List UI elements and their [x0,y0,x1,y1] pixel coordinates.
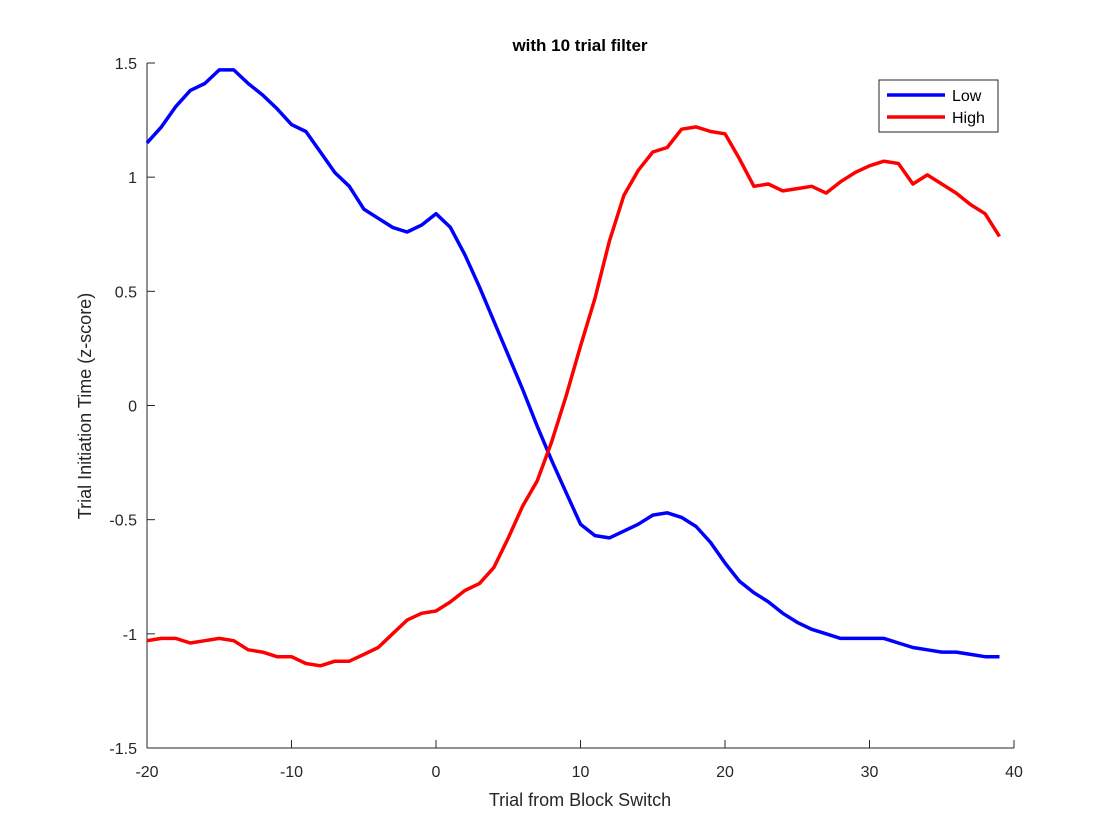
x-tick-label: -20 [135,764,158,781]
y-tick-label: -0.5 [109,513,137,530]
y-tick-label: -1.5 [109,741,137,758]
legend-box [878,79,999,133]
x-tick-label: 0 [432,764,441,781]
x-tick-label: 40 [1005,764,1023,781]
chart-title: with 10 trial filter [511,36,647,55]
x-tick-label: 30 [861,764,879,781]
y-tick-label: 1.5 [115,56,137,73]
x-tick-label: 20 [716,764,734,781]
legend-label-low: Low [952,88,982,105]
series-line-low [145,68,1000,659]
x-tick-label: 10 [572,764,590,781]
x-axis-label: Trial from Block Switch [489,790,671,810]
series-line-high [146,125,1001,668]
y-tick-label: 0.5 [115,284,137,301]
y-tick-label: -1 [123,627,137,644]
x-tick-label: -10 [280,764,303,781]
legend: Low High [878,79,999,133]
legend-label-high: High [952,110,985,127]
y-tick-label: 0 [128,399,137,416]
y-axis-label: Trial Initiation Time (z-score) [75,293,95,519]
plot-area: -20 -10 0 10 20 30 40 -1.5 -1 -0.5 0 0.5 1 1.5 [109,56,1023,781]
y-tick-label: 1 [128,170,137,187]
